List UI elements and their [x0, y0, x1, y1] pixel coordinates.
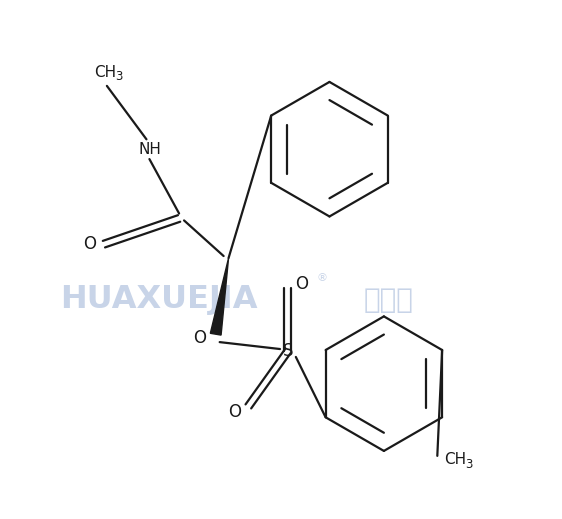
- Text: O: O: [84, 235, 97, 253]
- Text: S: S: [283, 342, 293, 360]
- Text: O: O: [228, 403, 241, 421]
- Text: 3: 3: [465, 458, 473, 471]
- Text: HUAXUEJIA: HUAXUEJIA: [61, 284, 258, 315]
- Text: CH: CH: [444, 453, 466, 467]
- Text: 3: 3: [115, 71, 123, 84]
- Text: NH: NH: [139, 142, 162, 157]
- Text: O: O: [193, 329, 206, 347]
- Text: CH: CH: [94, 64, 116, 79]
- Text: O: O: [295, 275, 309, 293]
- Polygon shape: [210, 258, 229, 335]
- Text: 化学加: 化学加: [364, 285, 414, 313]
- Text: ®: ®: [316, 273, 327, 283]
